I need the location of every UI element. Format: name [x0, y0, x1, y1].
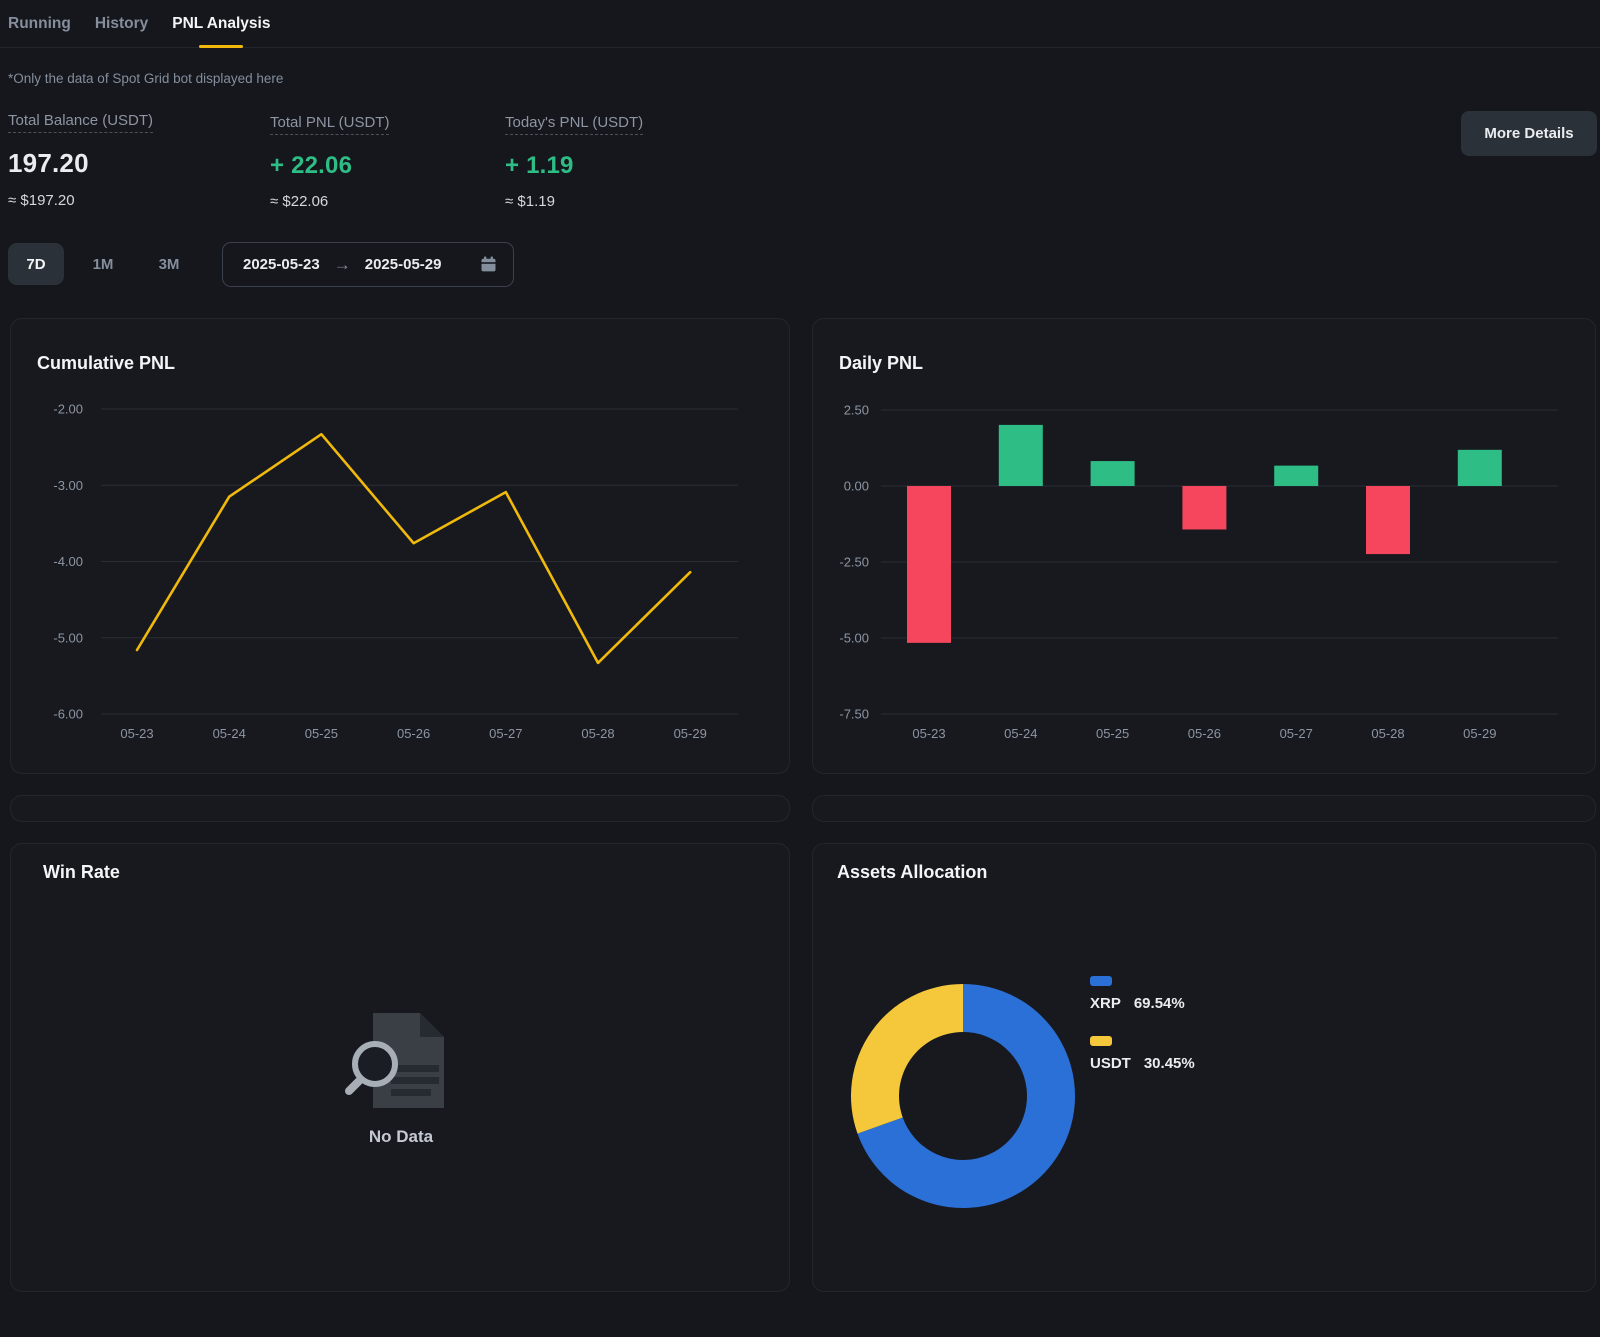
assets-allocation-title: Assets Allocation: [837, 862, 988, 882]
svg-text:-6.00: -6.00: [53, 707, 83, 722]
cumulative-pnl-panel: Cumulative PNL -2.00 -3.00 -4.00 -5.00 -6.00…: [10, 318, 790, 774]
usdt-label: USDT: [1090, 1055, 1131, 1072]
stat-total-balance: Total Balance (USDT) 197.20 ≈ $197.20: [8, 112, 154, 209]
legend-item-xrp: XRP 69.54%: [1090, 976, 1195, 1012]
svg-text:-3.00: -3.00: [53, 478, 83, 493]
cumulative-pnl-title: Cumulative PNL: [37, 353, 176, 373]
svg-text:05-25: 05-25: [305, 726, 338, 741]
svg-text:05-28: 05-28: [1371, 726, 1404, 741]
range-3m-button[interactable]: 3M: [158, 255, 180, 273]
win-rate-title: Win Rate: [43, 862, 120, 882]
svg-text:05-27: 05-27: [1280, 726, 1313, 741]
more-details-button[interactable]: More Details: [1461, 111, 1597, 156]
xrp-percent: 69.54%: [1133, 995, 1185, 1012]
svg-text:05-29: 05-29: [1463, 726, 1496, 741]
svg-text:-7.50: -7.50: [839, 707, 869, 722]
total-pnl-value: + 22.06: [270, 152, 353, 179]
total-balance-value: 197.20: [8, 148, 89, 178]
svg-text:-2.00: -2.00: [53, 402, 83, 417]
date-from-value[interactable]: 2025-05-23: [243, 256, 320, 273]
svg-text:-5.00: -5.00: [839, 631, 869, 646]
svg-text:-5.00: -5.00: [53, 630, 83, 645]
tab-pnl-analysis[interactable]: PNL Analysis: [172, 0, 270, 48]
total-balance-label[interactable]: Total Balance (USDT): [8, 112, 154, 133]
svg-text:-4.00: -4.00: [53, 554, 83, 569]
svg-text:05-23: 05-23: [120, 726, 153, 741]
tab-history-label: History: [94, 14, 149, 32]
svg-text:05-24: 05-24: [213, 726, 246, 741]
assets-allocation-panel: Assets Allocation XRP 69.54% USDT 30.45%: [812, 843, 1596, 1292]
no-data-document-icon: [345, 1013, 444, 1108]
tabbar: Running History PNL Analysis: [0, 0, 1600, 48]
assets-legend: XRP 69.54% USDT 30.45%: [1090, 976, 1195, 1096]
legend-item-usdt: USDT 30.45%: [1090, 1036, 1195, 1072]
no-data-text: No Data: [368, 1127, 434, 1146]
svg-text:05-28: 05-28: [581, 726, 614, 741]
today-pnl-label[interactable]: Today's PNL (USDT): [505, 114, 644, 135]
svg-text:-2.50: -2.50: [839, 555, 869, 570]
daily-pnl-panel: Daily PNL 2.50 0.00 -2.50 -5.00 -7.50 05-23 05…: [812, 318, 1596, 774]
daily-pnl-title: Daily PNL: [839, 353, 924, 373]
xrp-swatch-icon: [1090, 976, 1112, 986]
svg-text:0.00: 0.00: [844, 479, 869, 494]
arrow-right-icon: →: [333, 254, 351, 274]
date-range-picker[interactable]: 2025-05-23 → 2025-05-29: [222, 242, 514, 287]
range-1m-button[interactable]: 1M: [92, 255, 114, 273]
range-7d-button[interactable]: 7D: [8, 243, 64, 285]
stat-today-pnl: Today's PNL (USDT) + 1.19 ≈ $1.19: [505, 114, 644, 210]
svg-text:05-24: 05-24: [1004, 726, 1037, 741]
total-pnl-label[interactable]: Total PNL (USDT): [270, 114, 390, 135]
total-balance-approx: ≈ $197.20: [8, 192, 75, 209]
date-to-value[interactable]: 2025-05-29: [364, 256, 442, 273]
total-pnl-approx: ≈ $22.06: [270, 193, 329, 210]
daily-pnl-bar-chart: 2.50 0.00 -2.50 -5.00 -7.50 05-23 05-24 05-25 05…: [839, 403, 1558, 741]
svg-text:05-26: 05-26: [397, 726, 430, 741]
usdt-percent: 30.45%: [1143, 1055, 1195, 1072]
svg-text:05-27: 05-27: [489, 726, 522, 741]
svg-text:05-23: 05-23: [912, 726, 945, 741]
collapsed-panel-right: [812, 795, 1596, 822]
today-pnl-approx: ≈ $1.19: [505, 193, 555, 210]
tab-running-label: Running: [8, 14, 71, 32]
tab-history[interactable]: History: [95, 0, 148, 48]
active-tab-indicator: [199, 44, 244, 48]
spot-grid-note: *Only the data of Spot Grid bot displaye…: [8, 71, 284, 86]
today-pnl-value: + 1.19: [505, 152, 574, 179]
assets-allocation-donut-chart: [851, 984, 1075, 1208]
svg-text:05-25: 05-25: [1096, 726, 1129, 741]
usdt-swatch-icon: [1090, 1036, 1112, 1046]
svg-text:05-26: 05-26: [1188, 726, 1221, 741]
win-rate-panel: Win Rate No Data: [10, 843, 790, 1292]
svg-text:2.50: 2.50: [844, 403, 869, 418]
calendar-icon[interactable]: [480, 256, 497, 273]
collapsed-panel-left: [10, 795, 790, 822]
tab-pnl-analysis-label: PNL Analysis: [172, 14, 271, 32]
xrp-label: XRP: [1090, 995, 1121, 1012]
cumulative-pnl-line-chart: -2.00 -3.00 -4.00 -5.00 -6.00 05-23 05-24 05-25…: [53, 402, 738, 741]
stat-total-pnl: Total PNL (USDT) + 22.06 ≈ $22.06: [270, 114, 390, 210]
tab-running[interactable]: Running: [8, 0, 71, 48]
svg-text:05-29: 05-29: [674, 726, 707, 741]
